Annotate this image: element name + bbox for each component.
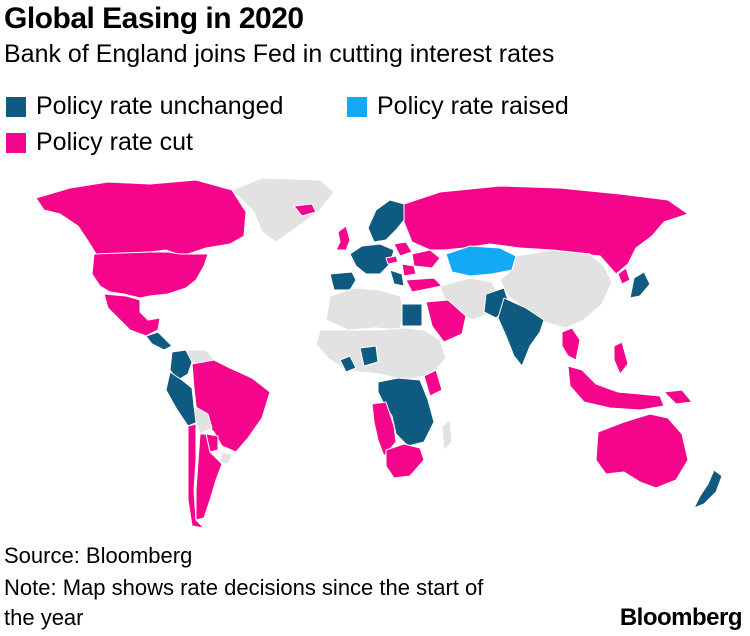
region-saudi-arabia xyxy=(425,299,467,343)
region-egypt xyxy=(401,303,423,327)
region-india xyxy=(497,297,545,367)
legend-label-raised: Policy rate raised xyxy=(377,92,569,120)
source-note: Source: Bloomberg xyxy=(4,543,193,568)
region-argentina xyxy=(195,433,223,521)
region-mexico xyxy=(103,293,161,337)
region-indonesia-malaysia xyxy=(567,365,665,411)
region-canada xyxy=(35,179,247,257)
region-new-zealand xyxy=(693,469,723,509)
chart-subtitle: Bank of England joins Fed in cutting int… xyxy=(4,40,555,68)
region-west-africa xyxy=(339,355,357,373)
region-iceland xyxy=(293,203,317,217)
region-kazakhstan xyxy=(445,245,517,277)
region-iberia xyxy=(329,271,357,291)
region-madagascar xyxy=(441,419,453,451)
region-philippines xyxy=(613,341,629,375)
region-south-africa xyxy=(385,443,425,479)
legend-swatch-cut xyxy=(6,132,26,153)
legend-label-unchanged: Policy rate unchanged xyxy=(36,92,284,120)
region-sahel xyxy=(315,327,447,381)
region-myanmar-thailand xyxy=(561,327,581,361)
legend-swatch-raised xyxy=(347,96,367,117)
legend-item-cut: Policy rate cut xyxy=(6,128,193,157)
region-bolivia xyxy=(193,405,213,435)
region-north-africa xyxy=(325,287,405,331)
region-chile xyxy=(187,423,205,529)
region-south-korea xyxy=(617,267,631,285)
region-greenland xyxy=(231,177,335,243)
region-japan xyxy=(629,271,651,299)
region-australia xyxy=(595,413,689,489)
region-turkey xyxy=(405,277,443,293)
map-note-line-2: the year xyxy=(4,605,84,630)
region-papua-new-guinea xyxy=(663,389,693,405)
region-central-america xyxy=(145,331,173,351)
region-balkans xyxy=(389,269,405,287)
region-uruguay xyxy=(219,451,233,465)
region-romania xyxy=(401,263,417,277)
map-note-line-1: Note: Map shows rate decisions since the… xyxy=(4,575,484,600)
region-united-states xyxy=(91,251,209,299)
world-map xyxy=(35,177,723,529)
region-mongolia-china xyxy=(499,249,613,329)
region-scandinavia xyxy=(367,199,405,243)
legend-label-cut: Policy rate cut xyxy=(36,128,194,156)
bloomberg-logo: Bloomberg xyxy=(619,604,743,631)
legend-item-unchanged: Policy rate unchanged xyxy=(6,92,283,121)
legend-swatch-unchanged xyxy=(6,96,26,117)
region-kenya xyxy=(423,369,443,397)
region-nigeria xyxy=(359,345,379,367)
legend-item-raised: Policy rate raised xyxy=(347,92,569,121)
region-united-kingdom xyxy=(335,225,351,251)
region-poland xyxy=(393,241,413,257)
region-ukraine xyxy=(411,249,441,269)
region-czech-republic xyxy=(385,255,399,265)
region-russia xyxy=(403,185,689,275)
chart-title: Global Easing in 2020 xyxy=(4,2,304,35)
